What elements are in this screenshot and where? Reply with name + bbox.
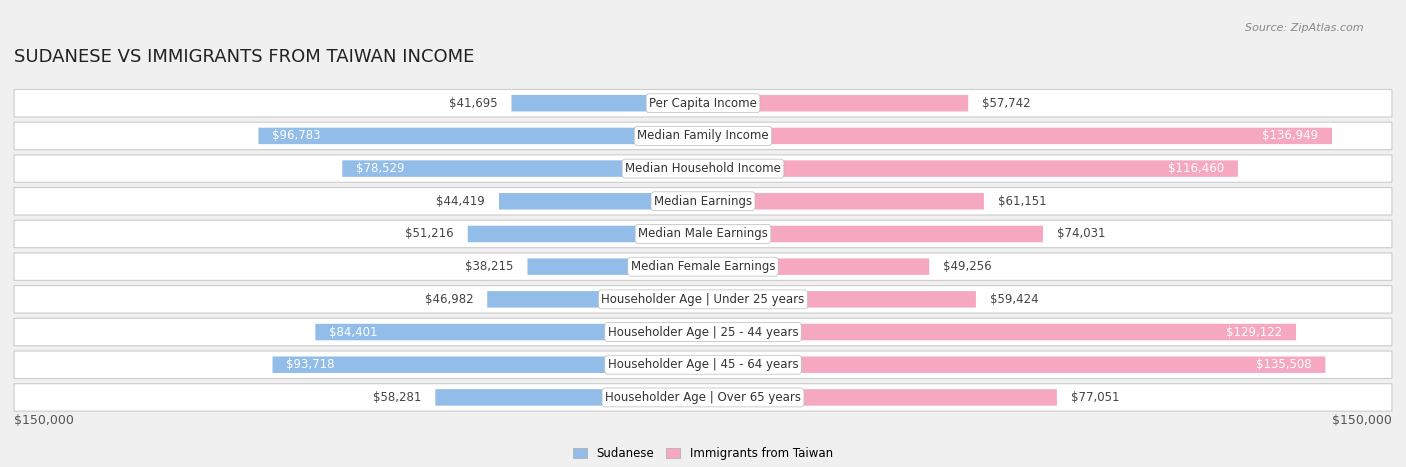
Text: $129,122: $129,122: [1226, 325, 1282, 339]
FancyBboxPatch shape: [436, 389, 703, 406]
Text: Median Male Earnings: Median Male Earnings: [638, 227, 768, 241]
Text: $93,718: $93,718: [287, 358, 335, 371]
FancyBboxPatch shape: [703, 193, 984, 210]
FancyBboxPatch shape: [527, 258, 703, 275]
FancyBboxPatch shape: [703, 95, 969, 112]
Text: SUDANESE VS IMMIGRANTS FROM TAIWAN INCOME: SUDANESE VS IMMIGRANTS FROM TAIWAN INCOM…: [14, 48, 474, 65]
FancyBboxPatch shape: [14, 155, 1392, 182]
FancyBboxPatch shape: [512, 95, 703, 112]
Text: $78,529: $78,529: [356, 162, 405, 175]
Text: Median Earnings: Median Earnings: [654, 195, 752, 208]
FancyBboxPatch shape: [703, 356, 1326, 373]
FancyBboxPatch shape: [315, 324, 703, 340]
Text: Median Household Income: Median Household Income: [626, 162, 780, 175]
FancyBboxPatch shape: [703, 324, 1296, 340]
Text: $77,051: $77,051: [1070, 391, 1119, 404]
Text: Source: ZipAtlas.com: Source: ZipAtlas.com: [1246, 23, 1364, 33]
Text: $135,508: $135,508: [1256, 358, 1312, 371]
FancyBboxPatch shape: [14, 122, 1392, 149]
FancyBboxPatch shape: [14, 253, 1392, 280]
FancyBboxPatch shape: [14, 188, 1392, 215]
FancyBboxPatch shape: [703, 258, 929, 275]
Text: $74,031: $74,031: [1057, 227, 1105, 241]
FancyBboxPatch shape: [14, 220, 1392, 248]
Text: $61,151: $61,151: [998, 195, 1046, 208]
FancyBboxPatch shape: [14, 318, 1392, 346]
FancyBboxPatch shape: [259, 127, 703, 144]
Text: $44,419: $44,419: [436, 195, 485, 208]
Text: $84,401: $84,401: [329, 325, 378, 339]
Text: Householder Age | Over 65 years: Householder Age | Over 65 years: [605, 391, 801, 404]
Text: Householder Age | 25 - 44 years: Householder Age | 25 - 44 years: [607, 325, 799, 339]
FancyBboxPatch shape: [703, 389, 1057, 406]
FancyBboxPatch shape: [703, 226, 1043, 242]
FancyBboxPatch shape: [468, 226, 703, 242]
Text: $150,000: $150,000: [14, 414, 75, 427]
Text: $49,256: $49,256: [943, 260, 991, 273]
FancyBboxPatch shape: [703, 127, 1331, 144]
Text: Per Capita Income: Per Capita Income: [650, 97, 756, 110]
Text: Householder Age | 45 - 64 years: Householder Age | 45 - 64 years: [607, 358, 799, 371]
Text: $51,216: $51,216: [405, 227, 454, 241]
Text: $46,982: $46,982: [425, 293, 474, 306]
FancyBboxPatch shape: [488, 291, 703, 308]
FancyBboxPatch shape: [342, 160, 703, 177]
Text: $96,783: $96,783: [273, 129, 321, 142]
FancyBboxPatch shape: [499, 193, 703, 210]
Text: $150,000: $150,000: [1331, 414, 1392, 427]
Text: Median Female Earnings: Median Female Earnings: [631, 260, 775, 273]
FancyBboxPatch shape: [703, 160, 1237, 177]
Text: Householder Age | Under 25 years: Householder Age | Under 25 years: [602, 293, 804, 306]
FancyBboxPatch shape: [273, 356, 703, 373]
Text: Median Family Income: Median Family Income: [637, 129, 769, 142]
FancyBboxPatch shape: [703, 291, 976, 308]
FancyBboxPatch shape: [14, 286, 1392, 313]
Text: $136,949: $136,949: [1263, 129, 1319, 142]
Legend: Sudanese, Immigrants from Taiwan: Sudanese, Immigrants from Taiwan: [568, 442, 838, 465]
Text: $38,215: $38,215: [465, 260, 513, 273]
Text: $41,695: $41,695: [449, 97, 498, 110]
Text: $116,460: $116,460: [1168, 162, 1225, 175]
FancyBboxPatch shape: [14, 90, 1392, 117]
Text: $57,742: $57,742: [981, 97, 1031, 110]
Text: $59,424: $59,424: [990, 293, 1039, 306]
Text: $58,281: $58,281: [373, 391, 422, 404]
FancyBboxPatch shape: [14, 351, 1392, 378]
FancyBboxPatch shape: [14, 384, 1392, 411]
